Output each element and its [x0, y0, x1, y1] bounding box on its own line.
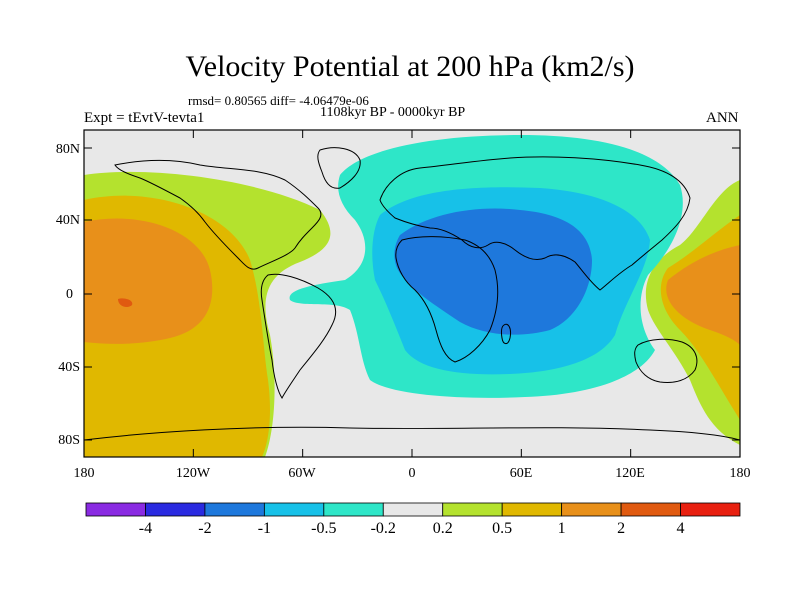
colorbar-label: -2 — [198, 520, 212, 537]
contour-positive-1 — [84, 218, 213, 344]
colorbar-label: 2 — [617, 520, 626, 537]
colorbar-swatch — [382, 502, 444, 517]
coastline-africa — [395, 236, 499, 363]
lat-label-80N: 80N — [55, 142, 80, 157]
colorbar-label: -4 — [138, 520, 153, 537]
colorbar-swatch — [620, 502, 681, 517]
lon-label-120E: 120E — [615, 466, 645, 481]
coastline-south-america — [260, 273, 337, 399]
lat-label-equator: 0 — [66, 287, 73, 302]
colorbar-swatch — [85, 502, 146, 517]
season-label: ANN — [706, 110, 739, 126]
coastline-antarctica — [84, 426, 740, 441]
contour-positive-2 — [118, 298, 133, 307]
colorbar-label: 0.2 — [432, 520, 453, 537]
lon-label-180W: 180 — [73, 466, 95, 481]
lat-label-40N: 40N — [55, 213, 80, 228]
colorbar-swatch — [680, 502, 741, 517]
colorbar-label: 0.5 — [492, 520, 513, 537]
stats-subtitle: rmsd= 0.80565 diff= -4.06479e-06 — [188, 93, 369, 108]
colorbar-swatch — [323, 502, 384, 517]
colorbar-swatch — [145, 502, 206, 517]
coastline-eurasia — [379, 156, 691, 291]
map-ticks — [83, 130, 741, 457]
contour-positive-1-west — [666, 245, 740, 345]
colorbar-swatch — [501, 502, 563, 517]
lon-label-120W: 120W — [175, 466, 211, 481]
lat-label-40S: 40S — [58, 360, 80, 375]
colorbar-label: 1 — [557, 520, 566, 537]
lat-label-80S: 80S — [58, 433, 80, 448]
colorbar-swatch — [561, 502, 622, 517]
coastline-madagascar — [500, 323, 511, 345]
lon-label-60E: 60E — [509, 466, 533, 481]
coastline-north-america — [114, 160, 322, 270]
coastline-greenland — [317, 147, 361, 189]
period-subtitle: 1108kyr BP - 0000kyr BP — [320, 105, 466, 120]
lon-label-180E: 180 — [729, 466, 751, 481]
colorbar-swatch — [442, 502, 503, 517]
coastlines — [84, 147, 740, 441]
colorbar-label: -1 — [257, 520, 272, 537]
field-contours — [84, 130, 740, 457]
lon-label-0: 0 — [408, 466, 416, 481]
colorbar-label: -0.5 — [311, 520, 337, 537]
colorbar-label: -0.2 — [370, 520, 396, 537]
coastline-australia — [634, 338, 698, 383]
lon-label-60W: 60W — [288, 466, 316, 481]
contour-negative-1 — [394, 208, 592, 335]
colorbar-label: 4 — [676, 520, 685, 537]
colorbar-swatch — [263, 502, 325, 517]
colorbar-swatch — [204, 502, 265, 517]
experiment-label: Expt = tEvtV-tevta1 — [84, 110, 205, 126]
colorbar — [85, 502, 741, 517]
chart-title: Velocity Potential at 200 hPa (km2/s) — [185, 50, 635, 83]
